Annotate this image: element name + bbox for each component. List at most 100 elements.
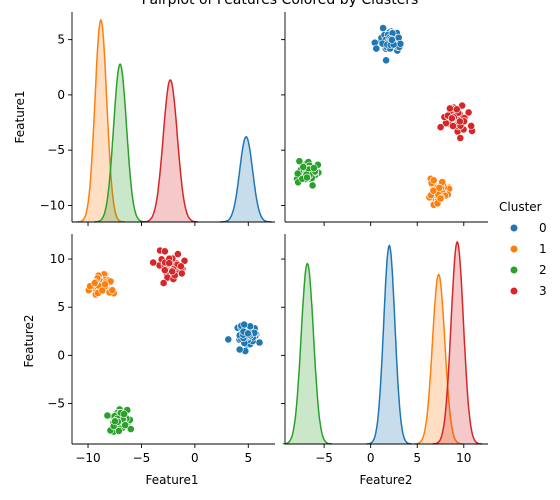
scatter-point-cluster-3 <box>467 122 476 130</box>
legend-marker-cluster-1 <box>509 244 519 254</box>
scatter-point-cluster-3 <box>436 123 445 132</box>
scatter-point-cluster-0 <box>235 345 244 354</box>
x-tick-label: 0 <box>191 451 199 465</box>
scatter-point-cluster-3 <box>177 269 186 278</box>
scatter-point-cluster-1 <box>108 286 117 295</box>
kde-fill-cluster-1 <box>77 20 125 222</box>
legend-label-cluster-0: 0 <box>539 221 547 235</box>
scatter-point-cluster-0 <box>372 44 381 53</box>
scatter-point-cluster-2 <box>126 425 135 433</box>
scatter-point-cluster-1 <box>435 183 444 192</box>
scatter-point-cluster-3 <box>449 122 457 130</box>
scatter-point-cluster-3 <box>173 250 182 258</box>
chart-title: Pairplot of Features Colored by Clusters <box>142 0 419 8</box>
x-tick-label: −5 <box>315 451 333 465</box>
x-axis-label-feature1: Feature1 <box>146 473 199 487</box>
x-tick-label: 5 <box>244 451 252 465</box>
kde-line-cluster-1 <box>414 273 464 445</box>
legend-label-cluster-3: 3 <box>539 284 547 298</box>
x-tick-label: 5 <box>413 451 421 465</box>
panel-feature2-vs-feature1-scatter <box>293 24 476 209</box>
kde-fill-cluster-1 <box>414 274 464 444</box>
kde-line-cluster-1 <box>77 18 125 223</box>
scatter-point-cluster-2 <box>120 410 128 418</box>
scatter-point-cluster-1 <box>429 176 438 185</box>
scatter-point-cluster-3 <box>160 247 169 256</box>
scatter-point-cluster-3 <box>165 259 174 267</box>
scatter-point-cluster-0 <box>387 36 396 44</box>
x-axis-label-feature2: Feature2 <box>360 473 413 487</box>
scatter-point-cluster-3 <box>160 266 169 275</box>
scatter-point-cluster-2 <box>121 421 130 430</box>
scatter-point-cluster-3 <box>464 108 473 117</box>
y-tick-label: 0 <box>57 88 65 102</box>
legend-marker-cluster-0 <box>509 223 519 233</box>
scatter-point-cluster-3 <box>176 262 185 271</box>
kde-line-cluster-2 <box>94 63 146 223</box>
x-tick-label: 10 <box>456 451 471 465</box>
y-tick-label: 10 <box>50 252 65 266</box>
scatter-point-cluster-2 <box>309 164 318 172</box>
kde-fill-cluster-3 <box>142 80 198 222</box>
scatter-point-cluster-3 <box>458 101 466 110</box>
x-tick-label: −10 <box>75 451 100 465</box>
scatter-point-cluster-0 <box>244 329 252 338</box>
kde-fill-cluster-0 <box>366 245 412 444</box>
y-tick-label: 5 <box>57 33 65 47</box>
scatter-point-cluster-3 <box>159 279 168 287</box>
scatter-point-cluster-2 <box>299 162 308 171</box>
kde-fill-cluster-0 <box>220 136 272 222</box>
scatter-point-cluster-2 <box>111 417 119 426</box>
scatter-point-cluster-0 <box>255 338 264 347</box>
scatter-point-cluster-2 <box>293 169 302 178</box>
y-axis-label-feature1: Feature1 <box>13 91 27 144</box>
kde-line-cluster-3 <box>432 240 482 445</box>
scatter-point-cluster-2 <box>308 181 317 190</box>
y-tick-label: 0 <box>57 348 65 362</box>
scatter-point-cluster-2 <box>115 426 123 435</box>
scatter-point-cluster-3 <box>455 117 464 126</box>
kde-fill-cluster-2 <box>94 64 146 222</box>
y-tick-label: −10 <box>40 198 65 212</box>
scatter-point-cluster-2 <box>303 173 311 182</box>
scatter-point-cluster-3 <box>445 104 454 113</box>
scatter-point-cluster-0 <box>382 56 390 65</box>
scatter-point-cluster-0 <box>379 24 387 32</box>
kde-line-cluster-3 <box>141 79 198 223</box>
x-tick-label: −5 <box>133 451 151 465</box>
scatter-point-cluster-3 <box>452 105 461 114</box>
scatter-point-cluster-3 <box>168 267 177 276</box>
panel-feature2-diag-kde <box>282 240 482 445</box>
scatter-point-cluster-2 <box>103 411 112 420</box>
panel-feature1-diag-kde <box>77 18 272 223</box>
panel-feature1-vs-feature2-scatter <box>84 246 264 436</box>
scatter-point-cluster-1 <box>436 194 445 203</box>
legend: Cluster 0 1 2 3 <box>499 200 547 298</box>
kde-fill-cluster-3 <box>432 242 482 444</box>
y-tick-label: −5 <box>47 397 65 411</box>
legend-title: Cluster <box>499 200 542 214</box>
legend-label-cluster-2: 2 <box>539 263 547 277</box>
kde-line-cluster-2 <box>282 262 332 445</box>
legend-marker-cluster-2 <box>509 265 519 275</box>
scatter-point-cluster-1 <box>101 280 109 289</box>
legend-label-cluster-1: 1 <box>539 242 547 256</box>
scatter-point-cluster-1 <box>90 279 99 287</box>
scatter-point-cluster-3 <box>149 258 158 267</box>
x-tick-label: 0 <box>367 451 375 465</box>
kde-line-cluster-0 <box>220 135 272 223</box>
scatter-point-cluster-0 <box>396 39 405 48</box>
kde-fill-cluster-2 <box>282 263 332 444</box>
y-tick-label: 5 <box>57 300 65 314</box>
scatter-point-cluster-0 <box>240 320 249 329</box>
scatter-point-cluster-0 <box>224 335 233 344</box>
legend-marker-cluster-3 <box>509 286 519 296</box>
y-tick-label: −5 <box>47 143 65 157</box>
scatter-point-cluster-3 <box>456 134 465 142</box>
kde-line-cluster-0 <box>366 244 412 445</box>
scatter-point-cluster-3 <box>180 256 189 265</box>
y-axis-label-feature2: Feature2 <box>22 315 36 368</box>
scatter-point-cluster-2 <box>295 157 304 166</box>
scatter-point-cluster-3 <box>447 114 456 123</box>
